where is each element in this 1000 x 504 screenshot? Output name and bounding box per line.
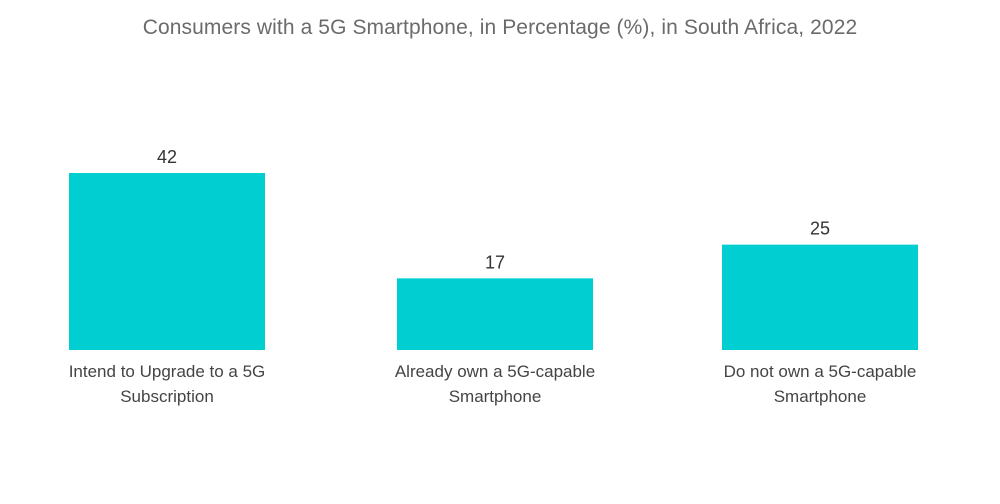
category-label-3-line-2: Smartphone (774, 387, 867, 406)
chart-title: Consumers with a 5G Smartphone, in Perce… (142, 16, 858, 39)
data-label-1: 42 (157, 147, 177, 167)
bar-3 (722, 244, 918, 350)
bar-1 (69, 173, 265, 350)
data-label-3: 25 (810, 219, 830, 239)
category-label-3-line-1: Do not own a 5G-capable (724, 362, 917, 381)
category-label-1-line-1: Intend to Upgrade to a 5G (69, 362, 266, 381)
category-label-2-line-2: Smartphone (449, 387, 542, 406)
data-label-2: 17 (485, 252, 505, 272)
category-label-2-line-1: Already own a 5G-capable (395, 362, 595, 381)
bar-2 (397, 278, 593, 350)
category-label-1-line-2: Subscription (120, 387, 214, 406)
